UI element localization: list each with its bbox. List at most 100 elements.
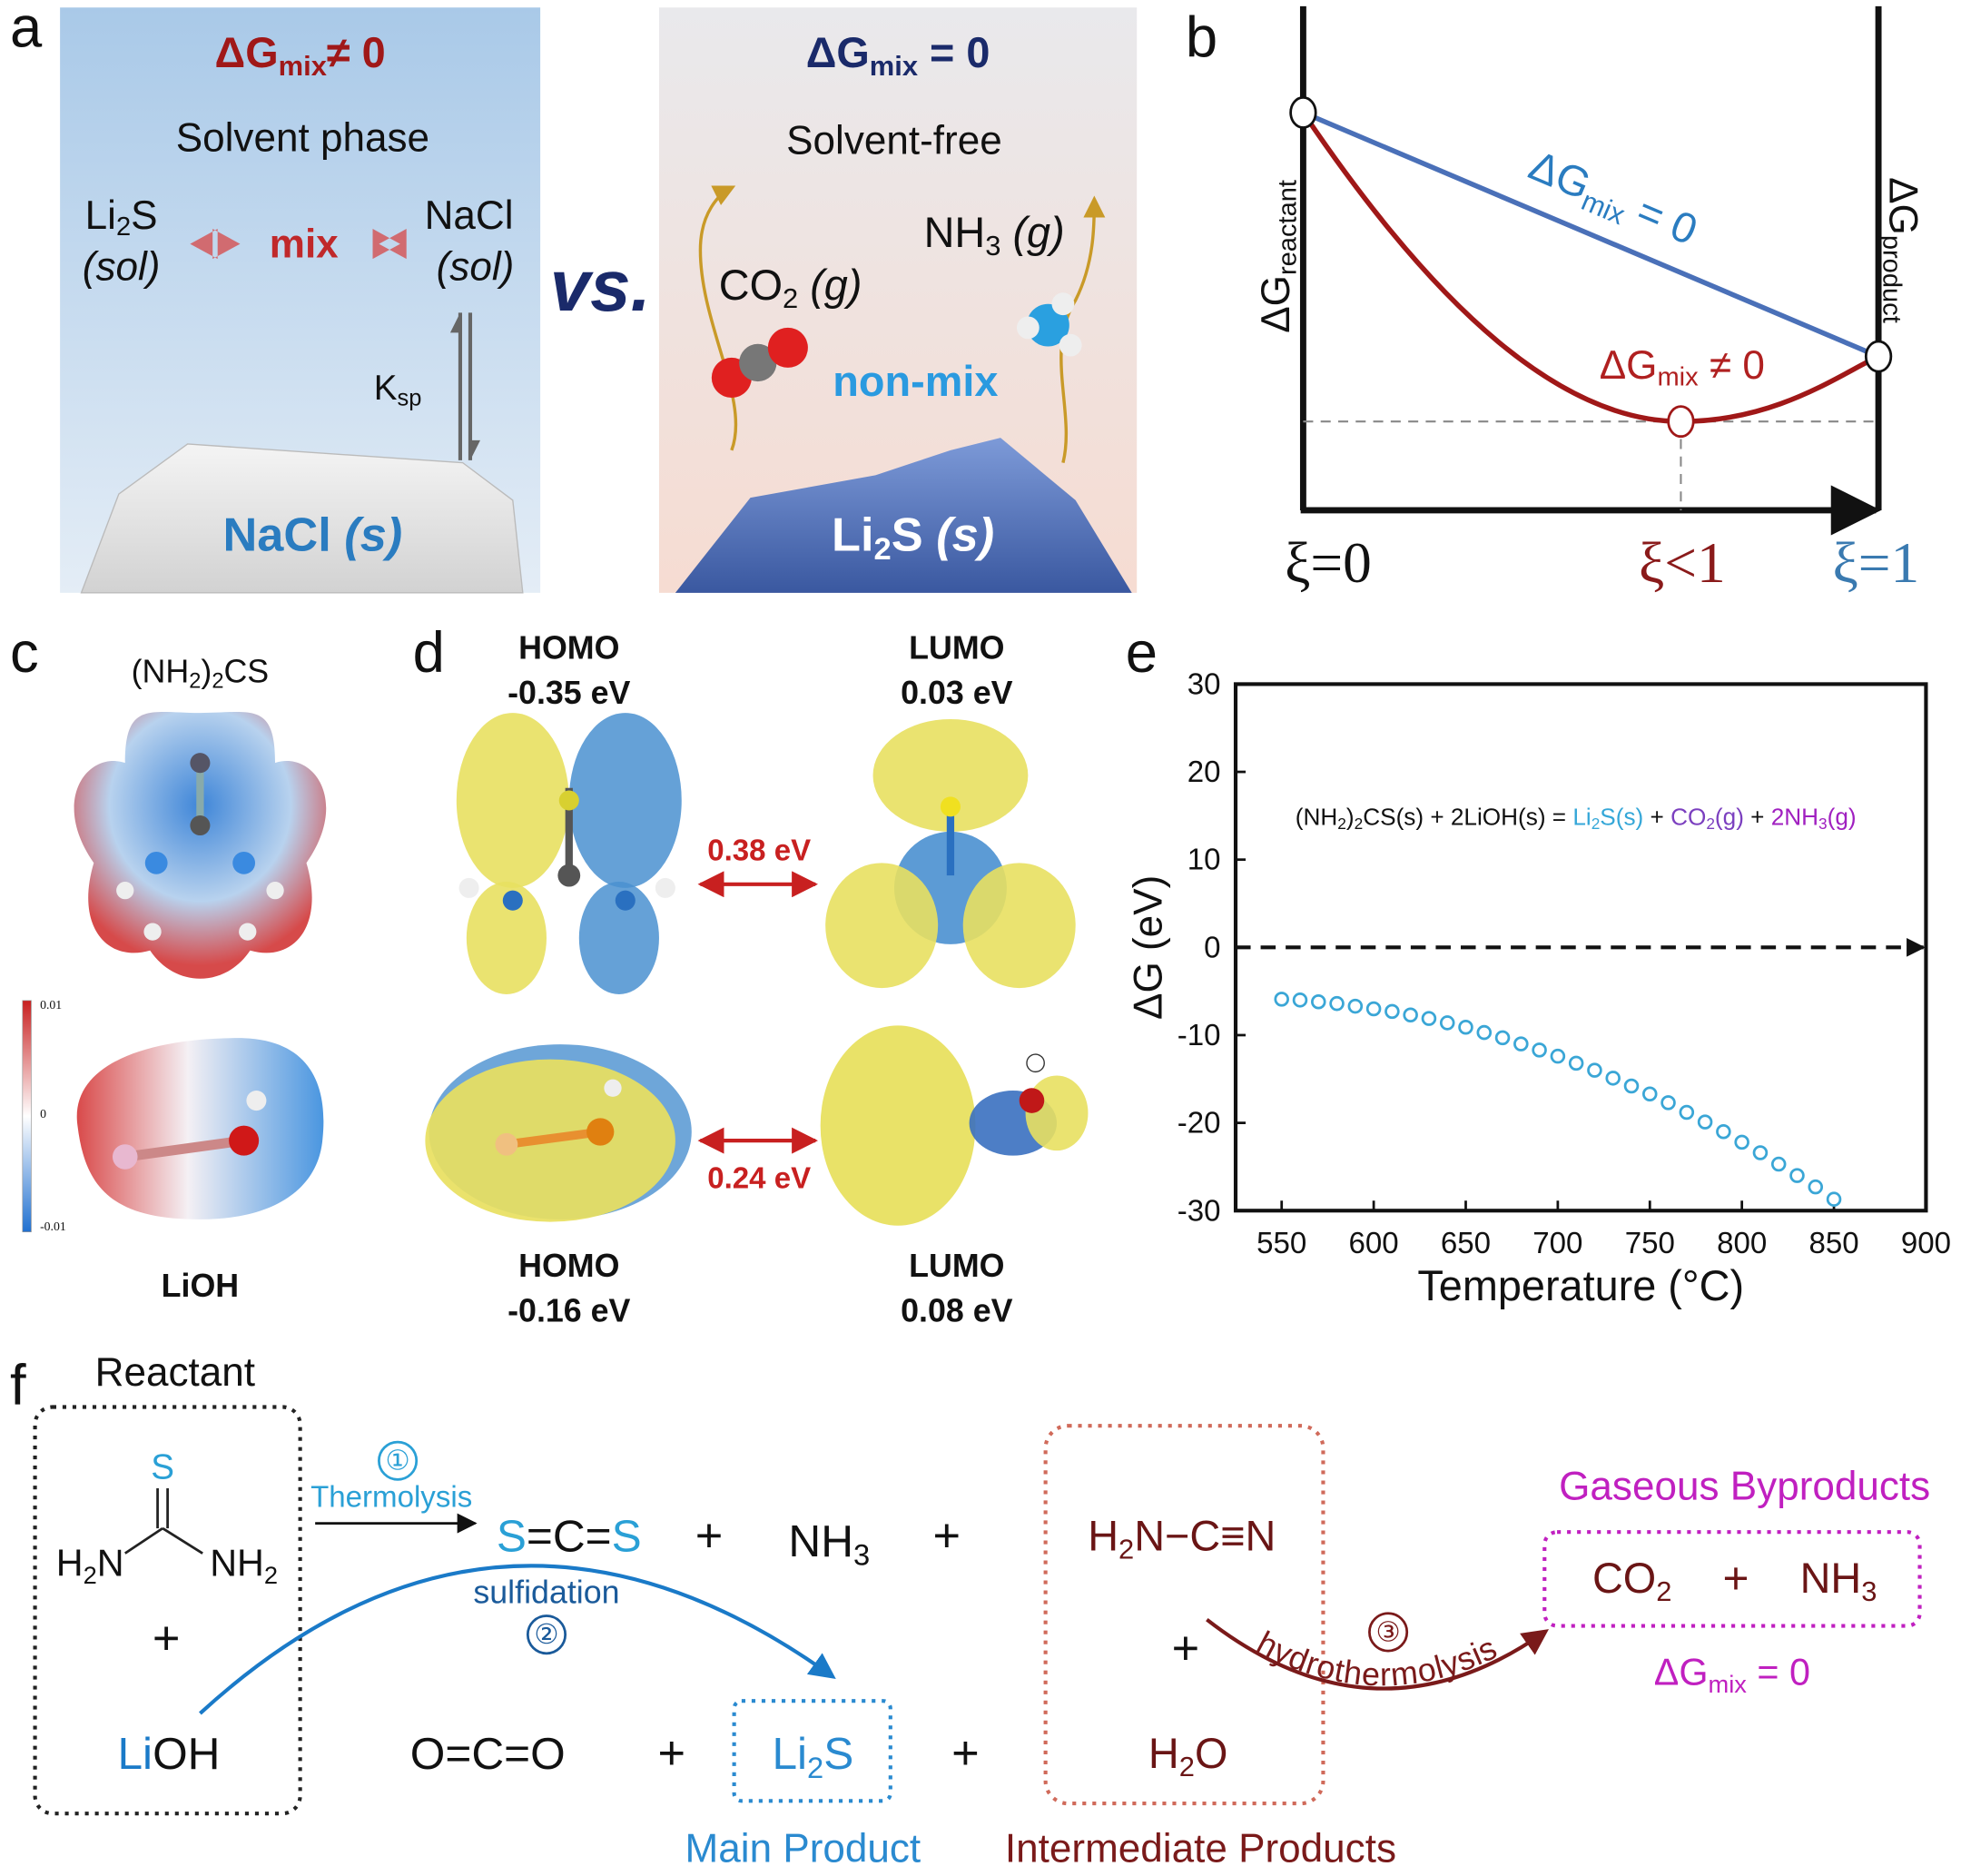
label: H2N−C≡N (1088, 1512, 1276, 1565)
text-part: ΔG (215, 29, 279, 76)
label: ΔGmix = 0 (1654, 1651, 1810, 1697)
y-axis-label: ΔG (eV) (1126, 875, 1170, 1020)
label: ΔGproduct (1877, 177, 1926, 323)
text-part: CS (223, 654, 269, 690)
text-part: mix (1709, 1669, 1748, 1697)
text-part: ΔG (1881, 177, 1926, 235)
x-tick-label: 650 (1441, 1227, 1491, 1260)
label: H2N (56, 1543, 124, 1589)
label: ΔGreactant (1254, 180, 1303, 333)
circle-shape (558, 790, 579, 811)
label: Intermediate Products (1005, 1826, 1396, 1871)
panel-d-art (425, 713, 1089, 1226)
data-point (1311, 993, 1326, 1010)
text-part: NH (210, 1543, 264, 1585)
text-part: + (657, 1727, 685, 1780)
text-part: 0 (1204, 931, 1220, 964)
x-tick-label: 700 (1532, 1227, 1582, 1260)
data-point (1385, 1003, 1400, 1020)
label: LiOH (117, 1728, 220, 1779)
y-tick-label: 20 (1187, 755, 1221, 789)
path-shape (1301, 111, 1880, 424)
circle-shape (1026, 1053, 1045, 1073)
circle-shape (239, 923, 257, 941)
text-part: product (1877, 235, 1906, 323)
label: LUMO (909, 1248, 1004, 1284)
text-part: CO (1670, 803, 1706, 830)
label: Solvent phase (176, 115, 429, 160)
label: + (695, 1509, 724, 1562)
data-point (1587, 1062, 1602, 1078)
text-part: ΔG (1254, 275, 1298, 333)
text-part: ) (201, 654, 212, 690)
text-part: ≠ 0 (327, 29, 386, 76)
label: LiOH (162, 1268, 240, 1304)
text-part: c (10, 621, 39, 685)
label: ② (534, 1619, 558, 1651)
ellipse-shape (820, 1025, 976, 1226)
label: ① (385, 1445, 409, 1476)
circle-shape (526, 1614, 567, 1655)
text-part: Main Product (685, 1826, 921, 1871)
text-part: 650 (1441, 1227, 1491, 1260)
text-part: NH (788, 1516, 853, 1566)
text-part: 550 (1256, 1227, 1306, 1260)
x-tick-label: 800 (1717, 1227, 1767, 1260)
label: Solvent-free (786, 118, 1002, 163)
equation: (NH2)2CS(s) + 2LiOH(s) = Li2S(s) + CO2(g… (1296, 803, 1857, 833)
ellipse-shape (1289, 96, 1317, 129)
path-shape (449, 312, 480, 460)
text-part: ΔG (806, 29, 870, 76)
panel-title: ΔGmix≠ 0 (215, 29, 386, 82)
data-point (1403, 1007, 1418, 1023)
line-shape (123, 1526, 163, 1555)
text-part: ΔG (1654, 1651, 1709, 1693)
data-point (1808, 1179, 1824, 1195)
text-part: HOMO (518, 1248, 619, 1284)
label: ③ (1375, 1616, 1400, 1648)
text-part: Temperature (°C) (1417, 1262, 1744, 1309)
text-part: sulfidation (473, 1574, 619, 1610)
text-part: mix (270, 222, 339, 266)
label: CO2 (g) (719, 262, 862, 314)
label: Gaseous Byproducts (1559, 1464, 1930, 1508)
data-point (1641, 1086, 1658, 1101)
text-part: ΔG (eV) (1126, 875, 1170, 1020)
text-part: Gaseous Byproducts (1559, 1464, 1930, 1508)
text-part: 2 (264, 1561, 278, 1589)
text-part: K (374, 368, 398, 407)
data-point (1347, 998, 1364, 1014)
text-part: 0.03 eV (901, 675, 1013, 711)
label: (sol) (437, 244, 515, 289)
panel-b-art (1289, 5, 1893, 536)
text-part: -10 (1178, 1018, 1221, 1052)
data-point (1439, 1015, 1455, 1031)
y-tick-label: 10 (1187, 843, 1221, 876)
label: Main Product (685, 1826, 921, 1871)
text-part: (NH (1296, 803, 1338, 830)
data-point (1292, 992, 1308, 1008)
label: NaCl (425, 193, 514, 237)
text-part: 2 (1118, 1533, 1134, 1565)
label: 0.08 eV (901, 1292, 1013, 1328)
label: Li2S (772, 1728, 853, 1783)
ellipse-shape (568, 713, 682, 888)
circle-shape (1368, 1612, 1409, 1653)
text-part: (s) (344, 509, 402, 562)
label: + (951, 1727, 980, 1780)
circle-shape (112, 1144, 138, 1170)
text-part: 3 (985, 230, 1000, 262)
text-part: 2 (189, 669, 201, 693)
ellipse-shape (872, 718, 1029, 832)
line-shape (124, 1135, 245, 1162)
label: LUMO (909, 629, 1004, 666)
data-point (1476, 1024, 1493, 1041)
text-part: + (951, 1727, 980, 1780)
ellipse-shape (825, 863, 939, 989)
text-part: 2 (874, 532, 892, 567)
data-point (1365, 1001, 1382, 1017)
text-part: 30 (1187, 667, 1221, 701)
label: ξ=0 (1285, 531, 1372, 595)
text-part: -30 (1178, 1194, 1221, 1228)
